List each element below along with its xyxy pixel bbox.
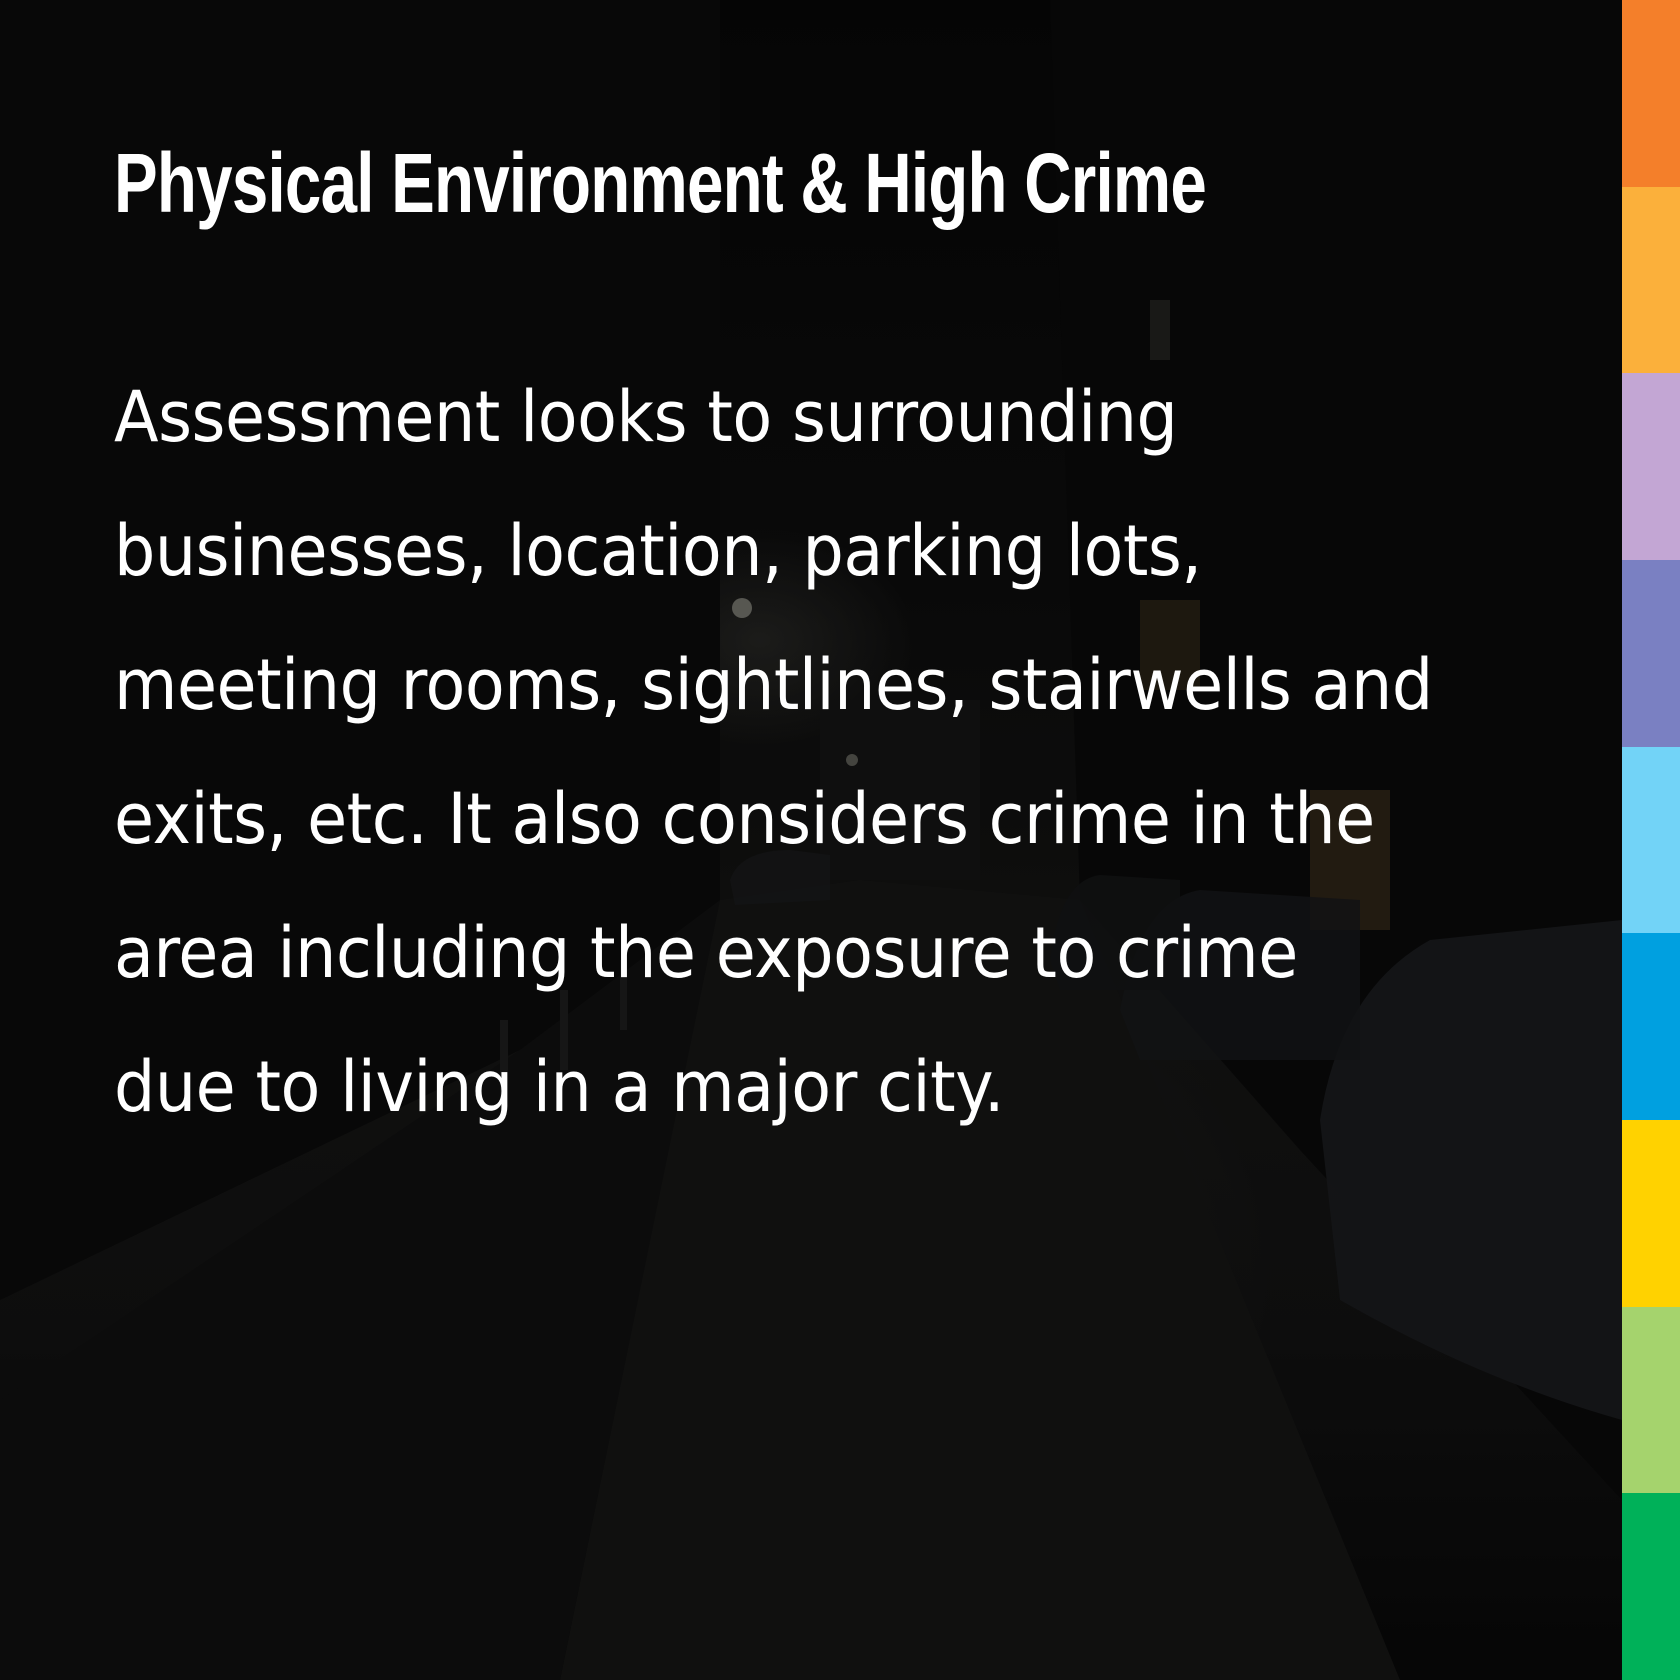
- color-stripe: [1622, 186, 1680, 374]
- color-stripe: [1622, 1120, 1680, 1307]
- color-stripe: [1622, 1306, 1680, 1494]
- slide-title: Physical Environment & High Crime: [114, 136, 1207, 230]
- color-stripe: [1622, 373, 1680, 561]
- color-stripe: [1622, 560, 1680, 747]
- color-stripe-bar: [1622, 0, 1680, 1680]
- slide-body-text: Assessment looks to surrounding business…: [114, 376, 1433, 1128]
- color-stripe: [1622, 746, 1680, 934]
- color-stripe: [1622, 1493, 1680, 1680]
- night-street-background-image: [0, 0, 1622, 1680]
- color-stripe: [1622, 0, 1680, 187]
- dark-overlay: [0, 0, 1622, 1680]
- color-stripe: [1622, 933, 1680, 1121]
